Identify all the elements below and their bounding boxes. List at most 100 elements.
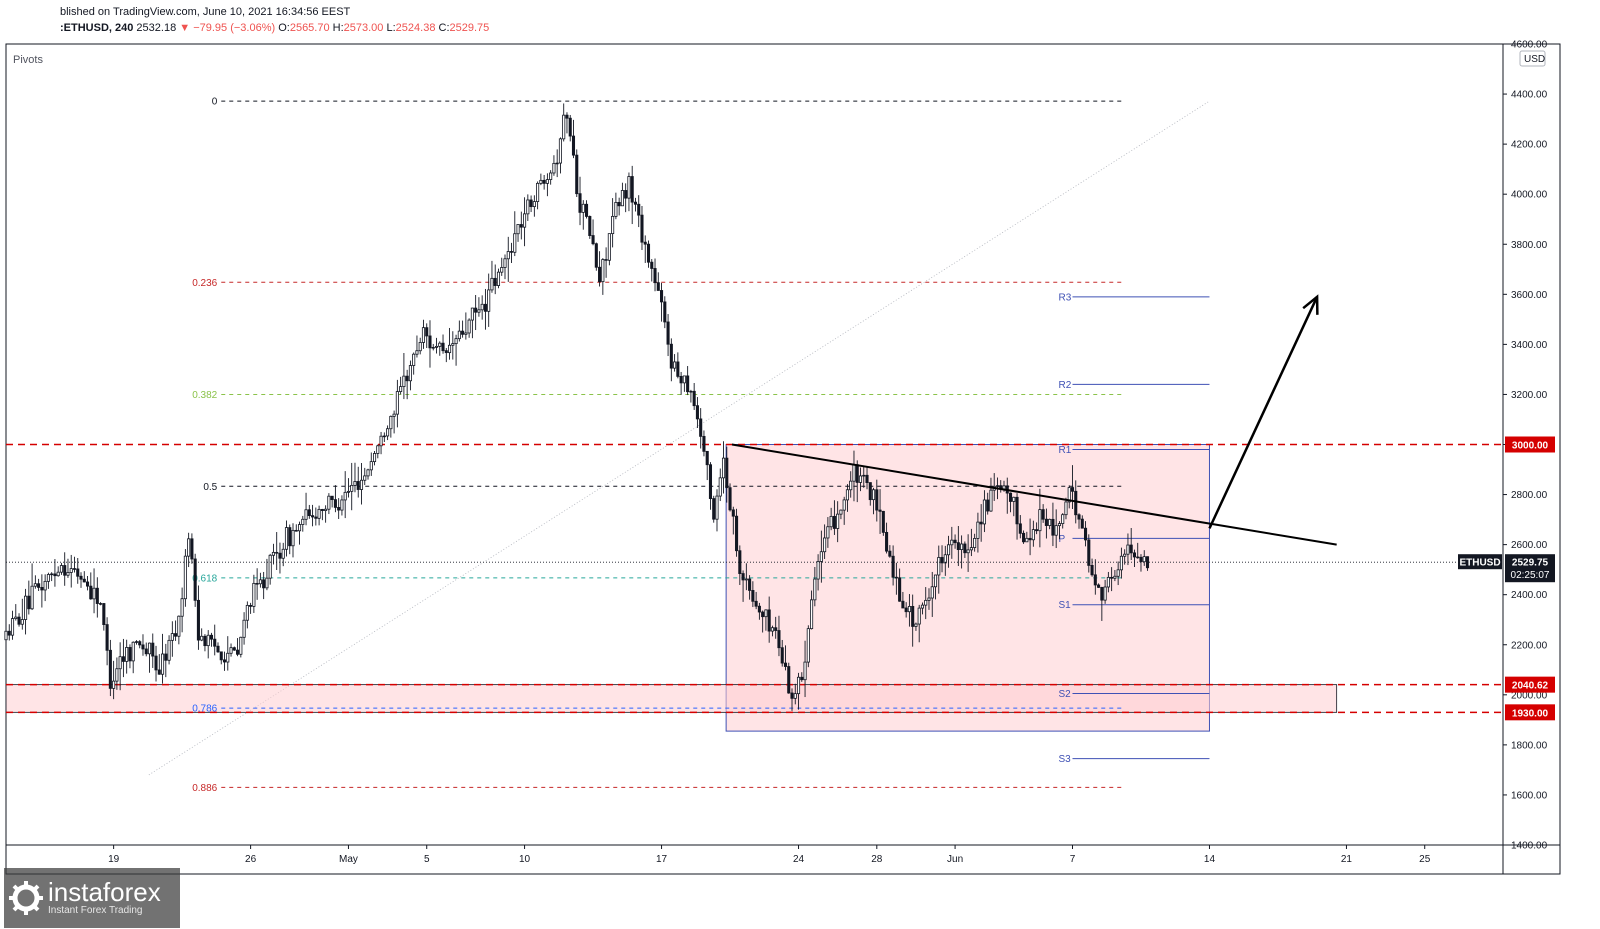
x-tick-label: 25 [1419,854,1431,865]
candle-body [618,202,620,205]
candle-body [605,260,607,261]
y-tick-label: 2600.00 [1511,540,1548,551]
candle-body [292,530,294,545]
candle-body [41,587,43,590]
candle-body [461,331,463,334]
candle-body [1094,575,1096,585]
candle-body [178,616,180,636]
x-tick-label: 26 [245,854,257,865]
candle-body [161,654,163,674]
candle-body [139,642,141,645]
candle-body [145,649,147,654]
candle-body [970,548,972,550]
x-tick-label: 24 [793,854,805,865]
candle-body [64,566,66,576]
watermark: instaforex Instant Forex Trading [4,868,180,928]
candle-body [585,204,587,216]
candle-body [37,584,39,588]
candle-body [31,586,33,609]
candle-body [1101,587,1103,600]
candle-body [15,617,17,619]
candle-body [77,569,79,576]
candle-body [373,453,375,461]
candle-body [866,475,868,482]
candle-body [243,620,245,637]
x-tick-label: Jun [947,854,963,865]
candle-body [112,681,114,688]
y-tick-label: 4000.00 [1511,190,1548,201]
candle-body [775,628,777,631]
candle-body [367,470,369,476]
candle-body [289,528,291,546]
candle-body [396,392,398,415]
candle-body [328,496,330,509]
y-tick-label: 3400.00 [1511,340,1548,351]
candle-body [589,216,591,235]
candle-body [478,310,480,312]
candle-body [106,625,108,651]
candle-body [722,458,724,478]
candle-body [846,490,848,500]
candle-body [683,376,685,383]
candle-body [709,465,711,499]
x-tick-label: May [339,854,358,865]
x-tick-label: 7 [1070,854,1076,865]
candle-body [116,669,118,681]
candle-body [73,569,75,570]
candle-body [908,606,910,611]
y-tick-label: 4600.00 [1511,40,1548,51]
candle-body [28,596,30,609]
candle-body [1084,528,1086,540]
candle-body [957,543,959,550]
candle-body [830,516,832,526]
candle-body [608,234,610,261]
candle-body [719,478,721,496]
candle-body [918,608,920,624]
candle-body [220,652,222,660]
candle-body [370,462,372,470]
x-tick-label: 14 [1204,854,1216,865]
candle-body [465,333,467,334]
candle-body [54,574,56,576]
pivot-label: R1 [1058,445,1071,456]
candle-body [1045,519,1047,525]
candle-body [644,242,646,244]
candle-body [217,646,219,652]
candle-body [680,376,682,382]
pivot-label: S2 [1058,689,1071,700]
y-tick-label: 1600.00 [1511,790,1548,801]
candle-body [357,481,359,489]
candle-body [1097,585,1099,587]
fib-level-label: 0.382 [192,390,217,401]
candle-body [1058,524,1060,526]
candle-body [383,436,385,437]
candle-body [726,458,728,488]
candle-body [850,481,852,490]
candle-body [882,511,884,532]
candle-body [902,601,904,608]
candle-body [51,574,53,575]
candle-body [520,224,522,227]
candle-body [527,200,529,214]
candle-body [11,619,13,636]
candle-body [778,631,780,648]
candle-body [791,693,793,698]
instaforex-logo-icon [8,880,44,916]
candle-body [426,328,428,336]
candle-body [24,596,26,619]
candle-body [34,584,36,587]
candle-body [752,590,754,601]
candle-body [693,391,695,405]
candle-body [1022,533,1024,542]
candle-body [1104,587,1106,600]
y-tick-label: 3600.00 [1511,290,1548,301]
bullish-arrow [1209,297,1317,529]
candle-body [507,251,509,258]
candle-body [399,387,401,392]
candle-body [758,606,760,612]
candle-body [409,366,411,381]
level-price-label: 3000.00 [1512,441,1549,452]
candle-body [1062,515,1064,524]
candle-body [647,244,649,262]
